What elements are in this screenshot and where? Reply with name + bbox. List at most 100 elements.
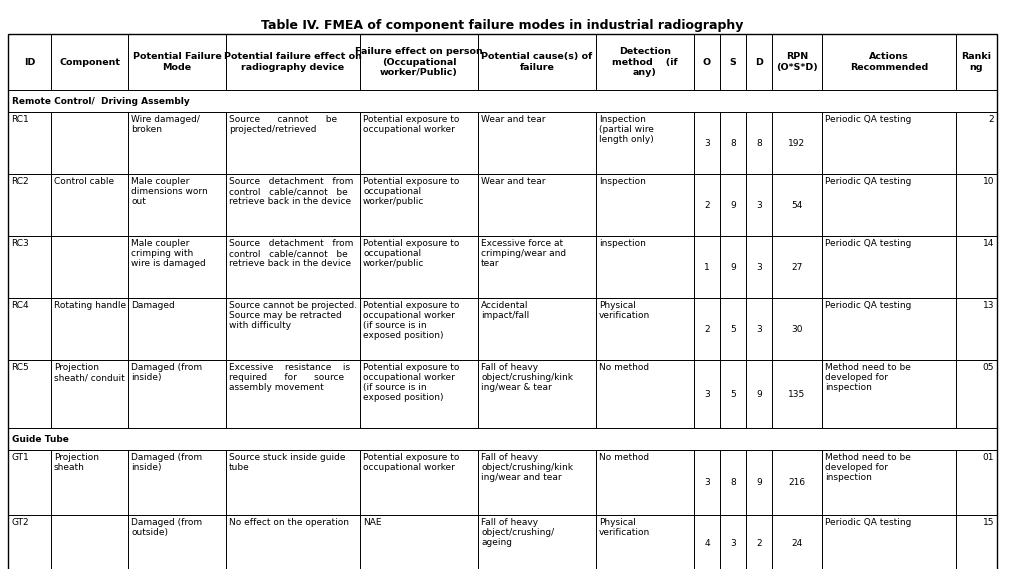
Bar — [772, 112, 822, 174]
Text: 05: 05 — [982, 363, 994, 372]
Bar — [694, 450, 720, 515]
Text: 8: 8 — [730, 478, 736, 487]
Text: Damaged (from
inside): Damaged (from inside) — [131, 363, 202, 382]
Text: Wire damaged/
broken: Wire damaged/ broken — [131, 115, 200, 134]
Bar — [360, 298, 478, 360]
Text: Excessive    resistance    is
required      for      source
assembly movement: Excessive resistance is required for sou… — [229, 363, 350, 392]
Bar — [8, 112, 51, 174]
Text: 3: 3 — [756, 200, 762, 209]
Bar — [822, 174, 956, 236]
Bar — [128, 298, 226, 360]
Bar — [956, 298, 997, 360]
Text: Fall of heavy
object/crushing/kink
ing/wear and tear: Fall of heavy object/crushing/kink ing/w… — [481, 453, 573, 482]
Bar — [51, 515, 128, 569]
Bar — [478, 360, 596, 428]
Bar — [956, 515, 997, 569]
Text: Guide Tube: Guide Tube — [12, 435, 69, 443]
Text: NAE: NAE — [362, 518, 382, 527]
Bar — [694, 360, 720, 428]
Bar — [128, 236, 226, 298]
Bar — [51, 236, 128, 298]
Bar — [360, 515, 478, 569]
Bar — [720, 298, 746, 360]
Text: RC5: RC5 — [11, 363, 29, 372]
Bar — [956, 112, 997, 174]
Bar — [226, 236, 360, 298]
Text: Periodic QA testing: Periodic QA testing — [825, 301, 911, 310]
Text: No effect on the operation: No effect on the operation — [229, 518, 349, 527]
Bar — [956, 360, 997, 428]
Text: 2: 2 — [988, 115, 994, 124]
Bar — [956, 174, 997, 236]
Bar — [51, 298, 128, 360]
Bar — [822, 515, 956, 569]
Bar — [822, 236, 956, 298]
Text: 3: 3 — [730, 539, 736, 549]
Text: Component: Component — [59, 57, 120, 67]
Text: Physical
verification: Physical verification — [599, 518, 650, 537]
Bar — [51, 174, 128, 236]
Bar — [772, 34, 822, 90]
Text: Potential exposure to
occupational worker: Potential exposure to occupational worke… — [362, 453, 460, 472]
Text: 192: 192 — [788, 138, 806, 147]
Bar — [226, 112, 360, 174]
Bar — [128, 450, 226, 515]
Bar — [596, 236, 694, 298]
Bar — [596, 360, 694, 428]
Bar — [478, 34, 596, 90]
Text: Projection
sheath: Projection sheath — [54, 453, 99, 472]
Text: 15: 15 — [982, 518, 994, 527]
Text: Periodic QA testing: Periodic QA testing — [825, 239, 911, 248]
Bar — [8, 298, 51, 360]
Text: 13: 13 — [982, 301, 994, 310]
Bar — [596, 112, 694, 174]
Bar — [8, 34, 51, 90]
Bar — [746, 515, 772, 569]
Text: Projection
sheath/ conduit: Projection sheath/ conduit — [54, 363, 125, 382]
Bar — [720, 112, 746, 174]
Bar — [596, 174, 694, 236]
Bar — [128, 515, 226, 569]
Bar — [720, 360, 746, 428]
Text: Male coupler
crimping with
wire is damaged: Male coupler crimping with wire is damag… — [131, 239, 206, 268]
Bar — [128, 360, 226, 428]
Text: Remote Control/  Driving Assembly: Remote Control/ Driving Assembly — [12, 97, 189, 105]
Text: 5: 5 — [730, 390, 736, 398]
Bar — [51, 450, 128, 515]
Bar — [694, 236, 720, 298]
Text: Source      cannot      be
projected/retrieved: Source cannot be projected/retrieved — [229, 115, 337, 134]
Text: Potential exposure to
occupational
worker/public: Potential exposure to occupational worke… — [362, 177, 460, 206]
Text: Male coupler
dimensions worn
out: Male coupler dimensions worn out — [131, 177, 208, 206]
Bar — [478, 174, 596, 236]
Text: No method: No method — [599, 363, 649, 372]
Text: 3: 3 — [705, 478, 710, 487]
Text: O: O — [702, 57, 711, 67]
Text: Potential failure effect on
radiography device: Potential failure effect on radiography … — [224, 52, 361, 72]
Bar — [822, 112, 956, 174]
Bar — [720, 34, 746, 90]
Bar — [51, 34, 128, 90]
Bar — [360, 450, 478, 515]
Bar — [720, 236, 746, 298]
Bar — [822, 450, 956, 515]
Text: Method need to be
developed for
inspection: Method need to be developed for inspecti… — [825, 453, 911, 482]
Bar — [226, 298, 360, 360]
Text: 8: 8 — [756, 138, 762, 147]
Bar — [8, 174, 51, 236]
Bar — [478, 450, 596, 515]
Text: Physical
verification: Physical verification — [599, 301, 650, 320]
Text: Potential exposure to
occupational worker
(if source is in
exposed position): Potential exposure to occupational worke… — [362, 363, 460, 402]
Text: 27: 27 — [792, 262, 803, 271]
Bar — [360, 360, 478, 428]
Bar — [746, 174, 772, 236]
Text: 30: 30 — [792, 324, 803, 333]
Text: 1: 1 — [705, 262, 710, 271]
Text: 2: 2 — [756, 539, 762, 549]
Bar — [694, 174, 720, 236]
Bar — [746, 34, 772, 90]
Bar — [478, 236, 596, 298]
Bar — [746, 360, 772, 428]
Bar — [128, 112, 226, 174]
Text: Wear and tear: Wear and tear — [481, 177, 546, 186]
Text: Fall of heavy
object/crushing/kink
ing/wear & tear: Fall of heavy object/crushing/kink ing/w… — [481, 363, 573, 392]
